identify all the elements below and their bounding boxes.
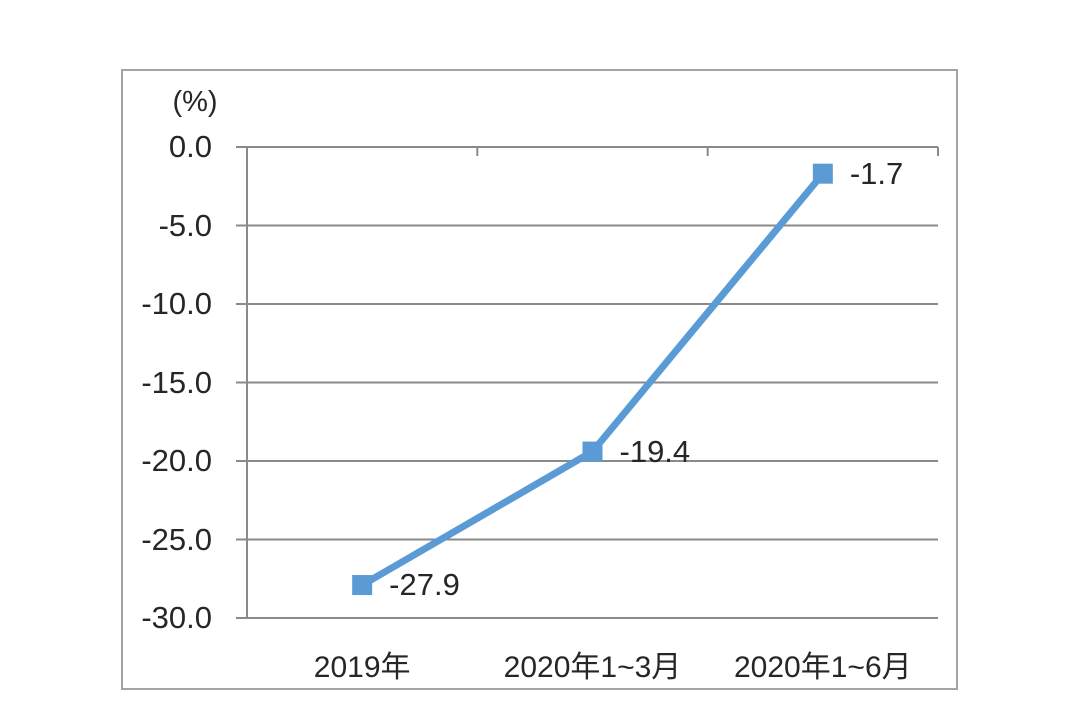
series-line	[360, 171, 826, 589]
data-point-marker	[352, 575, 373, 596]
data-point-marker	[812, 163, 833, 184]
y-axis-unit-label: (%)	[172, 86, 218, 118]
data-point-marker	[582, 441, 603, 462]
